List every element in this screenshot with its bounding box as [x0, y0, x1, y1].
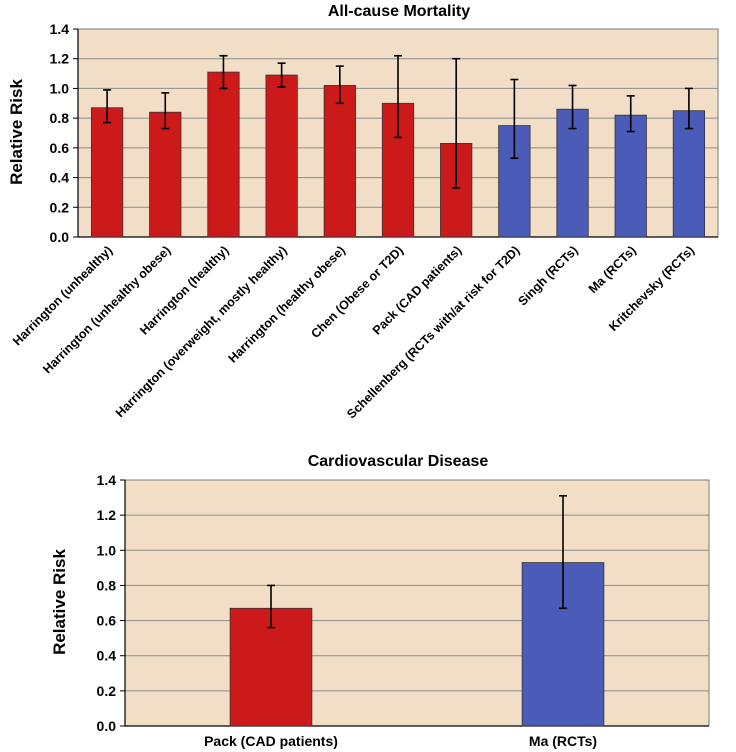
all-cause-mortality-chart: All-cause Mortality Relative Risk 0.0 0.2…: [7, 3, 719, 421]
y-tick-label: 1.4: [97, 472, 117, 488]
y-tick-label: 0.8: [50, 110, 70, 126]
bar: [672, 110, 706, 238]
x-tick-label: Harrington (unhealthy): [10, 243, 115, 348]
y-axis-label: Relative Risk: [7, 79, 26, 185]
y-tick-label: 0.8: [97, 577, 117, 593]
bar: [614, 114, 647, 238]
y-tick-label: 1.0: [97, 542, 117, 558]
bar: [556, 108, 589, 238]
x-tick-label: Pack (CAD patients): [204, 733, 338, 749]
bar: [265, 74, 298, 238]
cardiovascular-disease-chart: Cardiovascular Disease Relative Risk 0.0…: [50, 453, 710, 749]
bar: [207, 71, 240, 238]
y-axis-label: Relative Risk: [50, 549, 69, 655]
y-tick-label: 0.6: [97, 613, 117, 629]
y-tick-label: 0.4: [97, 648, 117, 664]
y-tick-label: 0.0: [50, 229, 70, 245]
bar: [323, 85, 356, 238]
chart-title: All-cause Mortality: [328, 3, 470, 20]
y-tick-label: 1.2: [97, 507, 117, 523]
y-tick-label: 1.0: [50, 80, 70, 96]
y-tick-label: 0.0: [97, 718, 117, 734]
y-tick-label: 0.6: [50, 140, 70, 156]
bar: [90, 107, 124, 238]
y-tick-label: 1.4: [50, 21, 70, 37]
bar: [149, 111, 182, 238]
chart-title: Cardiovascular Disease: [308, 453, 489, 470]
x-tick-label: Ma (RCTs): [529, 733, 597, 749]
y-tick-label: 1.2: [50, 51, 70, 67]
y-tick-label: 0.4: [50, 170, 70, 186]
y-tick-label: 0.2: [50, 199, 70, 215]
x-tick-label: Harrington (healthy obese): [226, 243, 348, 365]
y-tick-label: 0.2: [97, 683, 117, 699]
x-tick-label: Harrington (unhealthy obese): [40, 243, 173, 376]
x-tick-label: Ma (RCTs): [586, 243, 639, 296]
plot-area: [124, 479, 710, 727]
x-tick-label: Singh (RCTs): [515, 243, 580, 308]
